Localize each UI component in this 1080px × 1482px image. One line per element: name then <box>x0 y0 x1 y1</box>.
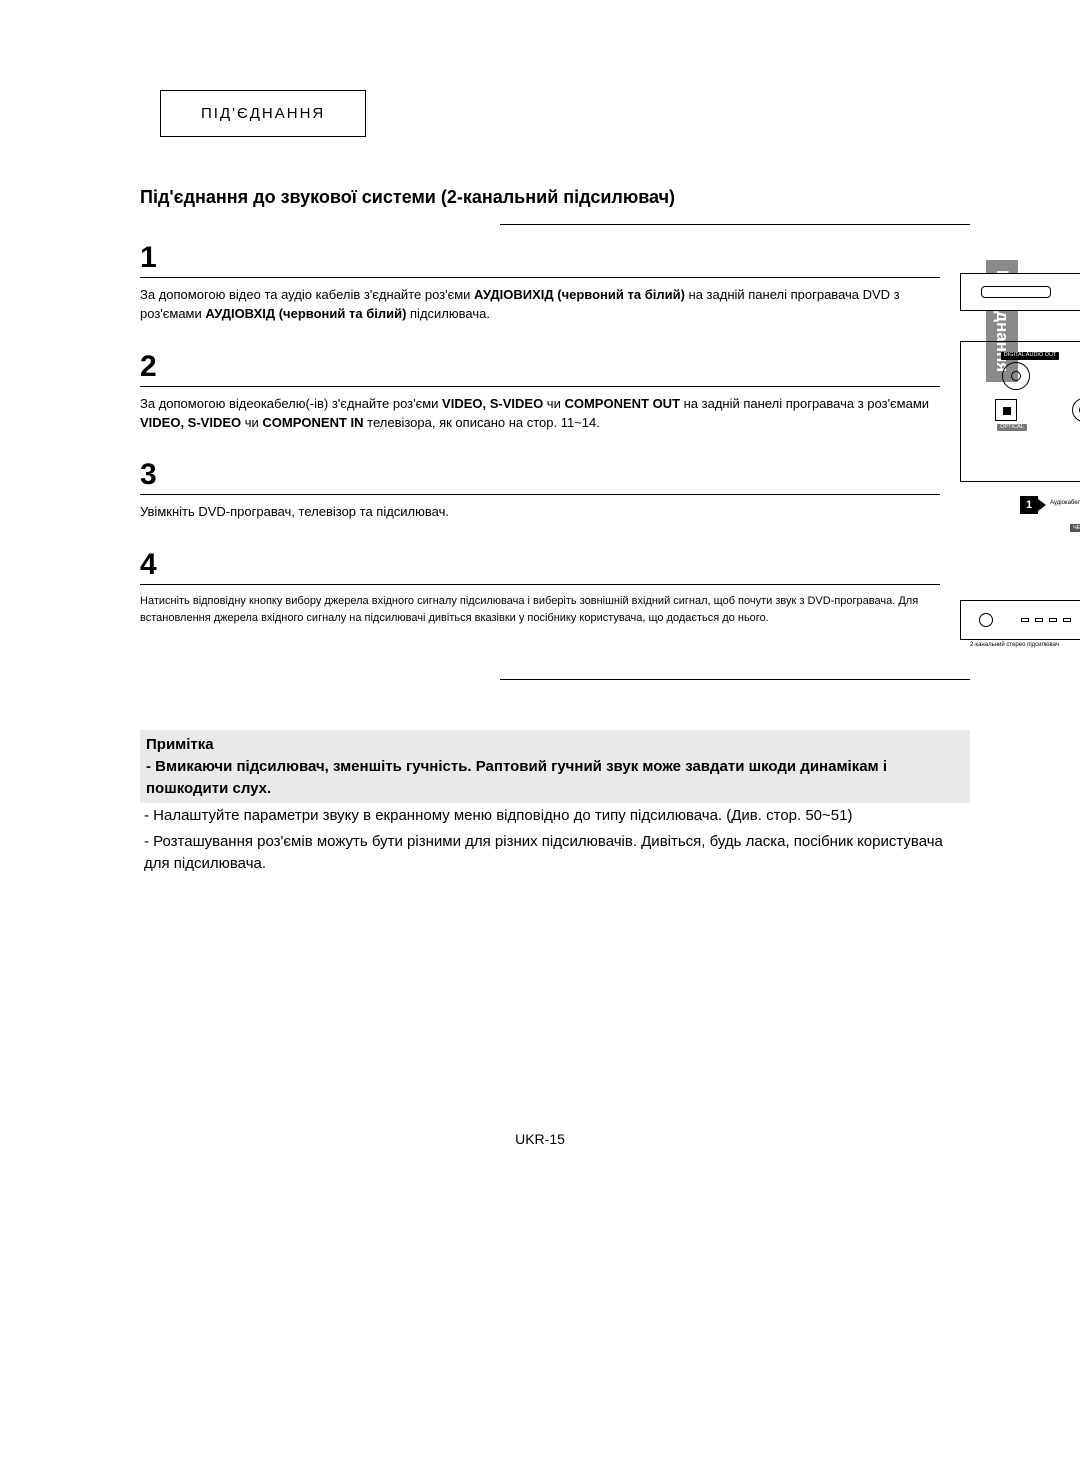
audio-jacks <box>1072 398 1080 422</box>
step-1: 1 За допомогою відео та аудіо кабелів з'… <box>140 243 940 324</box>
step-divider <box>140 584 940 585</box>
step-text: Натисніть відповідну кнопку вибору джере… <box>140 593 940 626</box>
connector-panel: DIGITAL AUDIO OUT COAXIAL COMPONENT OUT <box>960 341 1080 482</box>
jack-audio-r <box>1072 398 1080 422</box>
badge-arrow-icon <box>1038 499 1046 511</box>
amp-knob <box>979 613 993 627</box>
dvd-rear-outline <box>960 273 1080 311</box>
color-legend-mid: ЧЕРВОНИЙ БІЛИЙ <box>1070 524 1080 532</box>
step-text: За допомогою відеокабелю(-ів) з'єднайте … <box>140 395 940 433</box>
amplifier-outline <box>960 600 1080 640</box>
vent-slot <box>981 286 1051 298</box>
color-legend: ЧЕРВОНИЙ БІЛИЙ <box>967 453 1080 461</box>
step-number: 4 <box>140 550 940 580</box>
diagram-column: DIGITAL AUDIO OUT COAXIAL COMPONENT OUT <box>960 243 1080 654</box>
diagram-step-badge: 1 <box>1020 496 1038 514</box>
steps-column: 1 За допомогою відео та аудіо кабелів з'… <box>140 243 940 654</box>
step-number: 2 <box>140 352 940 382</box>
note-highlight: - Вмикаючи підсилювач, зменшіть гучність… <box>140 756 970 804</box>
title-divider <box>500 224 970 225</box>
section-title: Під'єднання до звукової системи (2-канал… <box>140 187 970 216</box>
jack-digital <box>1002 362 1030 390</box>
step-number: 3 <box>140 460 940 490</box>
amp-button <box>1035 618 1043 622</box>
connection-diagram: DIGITAL AUDIO OUT COAXIAL COMPONENT OUT <box>960 273 1080 648</box>
note-label: Примітка <box>140 730 970 756</box>
note-item: - Налаштуйте параметри звуку в екранному… <box>140 803 970 829</box>
step-text: Увімкніть DVD-програвач, телевізор та пі… <box>140 503 940 522</box>
chip-red: ЧЕРВОНИЙ <box>1070 524 1080 532</box>
category-label: ПІД'ЄДНАННЯ <box>201 105 325 122</box>
category-label-box: ПІД'ЄДНАННЯ <box>160 90 366 137</box>
step-4: 4 Натисніть відповідну кнопку вибору дже… <box>140 550 940 626</box>
step-divider <box>140 277 940 278</box>
amp-button <box>1049 618 1057 622</box>
closing-divider <box>500 679 970 680</box>
cable-area: 1 Аудіокабель ЧЕРВОНИЙ БІЛИЙ <box>960 476 1080 596</box>
label-optical: OPTICAL <box>997 424 1027 432</box>
note-item: - Розташування роз'ємів можуть бути різн… <box>140 829 970 877</box>
amp-button <box>1063 618 1071 622</box>
page-number: UKR-15 <box>515 1131 565 1147</box>
step-number: 1 <box>140 243 940 273</box>
jack-optical <box>995 399 1017 421</box>
amp-caption: 2-канальний стерео підсилювач <box>970 642 1080 648</box>
step-3: 3 Увімкніть DVD-програвач, телевізор та … <box>140 460 940 522</box>
step-divider <box>140 494 940 495</box>
label-digital-audio-out: DIGITAL AUDIO OUT <box>1001 352 1060 360</box>
step-text: За допомогою відео та аудіо кабелів з'єд… <box>140 286 940 324</box>
step-2: 2 За допомогою відеокабелю(-ів) з'єднайт… <box>140 352 940 433</box>
step-divider <box>140 386 940 387</box>
note-block: Примітка - Вмикаючи підсилювач, зменшіть… <box>140 730 970 877</box>
amp-button <box>1021 618 1029 622</box>
cable-label: Аудіокабель <box>1050 500 1080 506</box>
manual-page: ПІД'ЄДНАННЯ Під'єднання до звукової сист… <box>0 0 1080 917</box>
